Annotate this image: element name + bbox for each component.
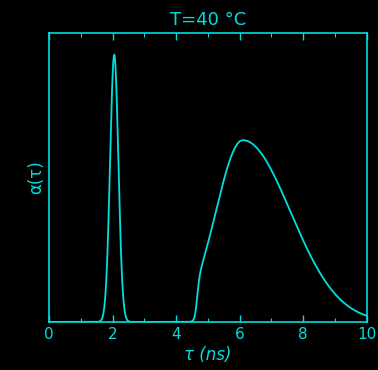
X-axis label: τ (ns): τ (ns) — [184, 346, 232, 364]
Y-axis label: α(τ): α(τ) — [27, 161, 45, 195]
Title: T=40 °C: T=40 °C — [170, 11, 246, 29]
